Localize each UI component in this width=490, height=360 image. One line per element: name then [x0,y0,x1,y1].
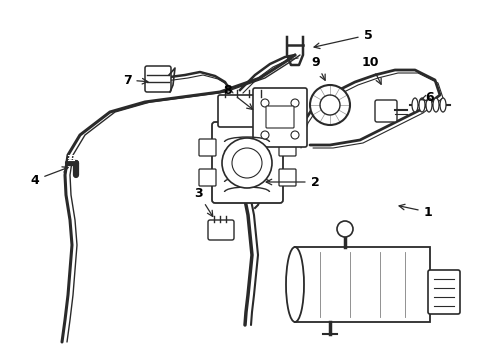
Circle shape [310,85,350,125]
Text: 5: 5 [314,28,372,49]
Circle shape [320,95,340,115]
Circle shape [291,99,299,107]
Circle shape [291,131,299,139]
FancyBboxPatch shape [199,169,216,186]
Text: 2: 2 [266,176,319,189]
Text: 10: 10 [361,55,381,84]
FancyBboxPatch shape [279,139,296,156]
Circle shape [222,138,272,188]
Bar [295,247,430,322]
Text: 1: 1 [399,204,432,219]
Text: 8: 8 [224,84,253,109]
FancyBboxPatch shape [218,95,277,127]
Text: 3: 3 [194,186,213,216]
Ellipse shape [426,98,432,112]
FancyBboxPatch shape [199,139,216,156]
Text: 9: 9 [312,55,325,80]
FancyBboxPatch shape [253,88,307,147]
FancyBboxPatch shape [266,106,294,128]
Text: 7: 7 [122,73,148,86]
Ellipse shape [419,98,425,112]
FancyBboxPatch shape [212,122,283,203]
Text: 6: 6 [420,90,434,104]
Ellipse shape [433,98,439,112]
FancyBboxPatch shape [428,270,460,314]
Circle shape [261,131,269,139]
Circle shape [261,99,269,107]
Circle shape [232,148,262,178]
Ellipse shape [440,98,446,112]
FancyBboxPatch shape [375,100,397,122]
FancyBboxPatch shape [279,169,296,186]
FancyBboxPatch shape [208,220,234,240]
Ellipse shape [412,98,418,112]
Text: 4: 4 [31,167,68,186]
FancyBboxPatch shape [145,66,171,92]
Ellipse shape [286,247,304,322]
Circle shape [337,221,353,237]
